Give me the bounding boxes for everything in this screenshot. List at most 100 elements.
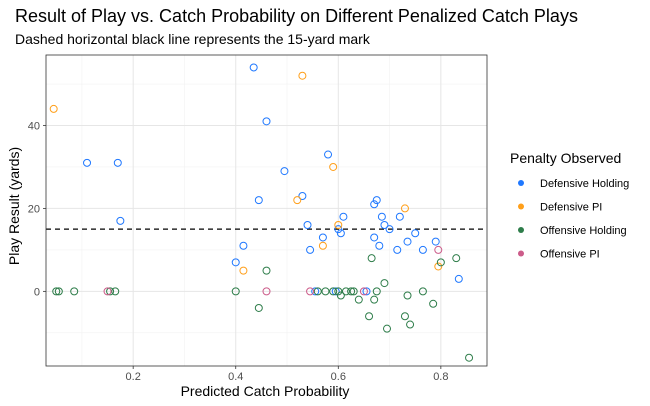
legend-label: Offensive PI (540, 249, 600, 261)
data-point (341, 287, 350, 296)
plot-panel: 0.2 0.4 0.6 0.8 0 20 40 (28, 54, 488, 383)
data-point (334, 221, 343, 230)
x-tick-label: 0.2 (126, 371, 141, 383)
data-point (403, 291, 412, 300)
data-point (70, 287, 79, 296)
data-point (329, 287, 338, 296)
data-point (298, 71, 307, 80)
data-point (403, 237, 412, 246)
data-point (349, 287, 358, 296)
data-point (434, 262, 443, 271)
data-point (431, 237, 440, 246)
data-point (429, 299, 438, 308)
data-point (334, 225, 343, 234)
plot-border (45, 54, 488, 367)
series-offensive-holding (52, 254, 474, 362)
data-point (262, 287, 271, 296)
data-point (249, 63, 258, 72)
data-point (239, 241, 248, 250)
data-point (52, 287, 61, 296)
legend-key (518, 203, 524, 210)
data-point (370, 295, 379, 304)
legend-item: Offensive PI (518, 249, 600, 261)
data-point (262, 117, 271, 126)
data-point (370, 233, 379, 242)
data-point (336, 229, 345, 238)
legend-item: Defensive Holding (518, 178, 629, 190)
data-point (313, 287, 322, 296)
data-point (106, 287, 115, 296)
data-point (111, 287, 120, 296)
data-point (359, 287, 368, 296)
data-point (465, 353, 474, 362)
data-point (347, 287, 356, 296)
x-tick-label: 0.6 (331, 371, 346, 383)
data-point (367, 254, 376, 263)
legend: Penalty Observed Defensive Holding Defens… (510, 150, 629, 261)
data-point (306, 287, 315, 296)
data-point (400, 312, 409, 321)
x-axis-title: Predicted Catch Probability (181, 383, 350, 399)
data-point (331, 287, 340, 296)
legend-item: Offensive Holding (518, 225, 627, 237)
data-point (372, 196, 381, 205)
legend-label: Defensive PI (540, 202, 602, 214)
data-point (306, 245, 315, 254)
y-tick-label: 0 (34, 286, 40, 298)
data-point (49, 104, 58, 113)
y-axis-title: Play Result (yards) (6, 147, 22, 265)
data-point (418, 245, 427, 254)
data-point (393, 245, 402, 254)
data-point (103, 287, 112, 296)
data-point (54, 287, 63, 296)
data-point (354, 295, 363, 304)
series-defensive-holding (83, 63, 463, 296)
series-offensive-pi (103, 245, 443, 296)
data-point (293, 196, 302, 205)
data-point (380, 279, 389, 288)
legend-key (518, 227, 524, 233)
data-point (375, 241, 384, 250)
data-point (395, 212, 404, 221)
data-point (254, 303, 263, 312)
data-point (298, 191, 307, 200)
data-point (83, 158, 92, 167)
data-point (434, 245, 443, 254)
data-point (370, 200, 379, 209)
data-point (418, 287, 427, 296)
legend-key (518, 180, 524, 186)
data-point (280, 167, 289, 176)
data-point (452, 254, 461, 263)
y-tick-label: 20 (28, 203, 40, 215)
data-point (321, 287, 330, 296)
data-point (336, 291, 345, 300)
data-point (334, 287, 343, 296)
data-point (113, 158, 122, 167)
plot-background (46, 55, 487, 366)
x-tick-label: 0.4 (228, 371, 243, 383)
legend-label: Defensive Holding (540, 178, 629, 190)
data-point (377, 212, 386, 221)
data-point (254, 196, 263, 205)
data-point (380, 221, 389, 230)
legend-title: Penalty Observed (510, 150, 621, 166)
data-point (400, 204, 409, 213)
data-point (231, 258, 240, 267)
x-tick-label: 0.8 (433, 371, 448, 383)
data-point (318, 233, 327, 242)
legend-label: Offensive Holding (540, 225, 627, 237)
chart-title: Result of Play vs. Catch Probability on … (15, 6, 578, 26)
data-point (262, 266, 271, 275)
data-point (116, 216, 125, 225)
data-point (231, 287, 240, 296)
data-point (324, 150, 333, 159)
data-point (303, 221, 312, 230)
data-point (385, 225, 394, 234)
legend-item: Defensive PI (518, 202, 602, 214)
data-point (239, 266, 248, 275)
data-point (372, 287, 381, 296)
series-defensive-pi (49, 71, 443, 275)
data-point (406, 320, 415, 329)
data-point (383, 324, 392, 333)
